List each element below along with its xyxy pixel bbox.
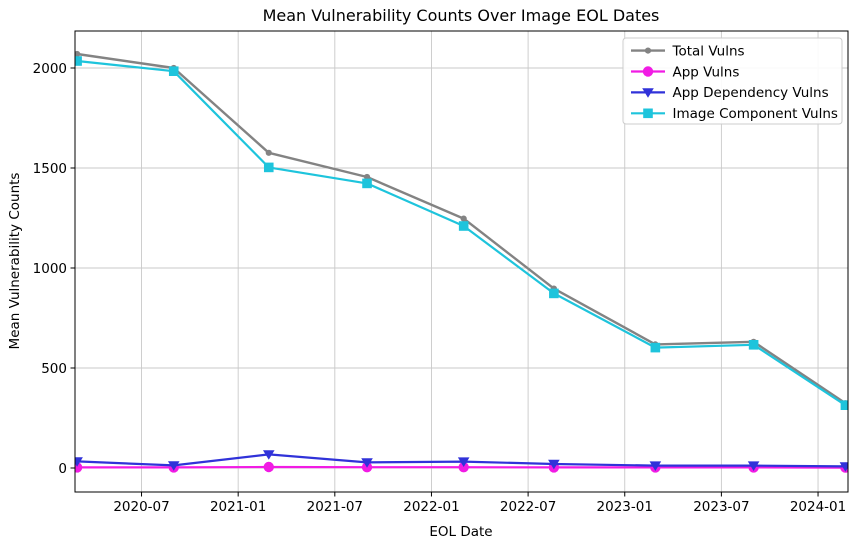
legend-entry: App Dependency Vulns (631, 85, 829, 101)
y-tick-label: 1000 (33, 261, 67, 277)
legend-sample-marker (642, 66, 654, 77)
legend-entry: Image Component Vulns (631, 106, 838, 122)
data-point-marker (839, 462, 848, 472)
legend-sample-marker (643, 108, 653, 119)
x-axis-label: EOL Date (429, 524, 492, 540)
data-point-marker (650, 342, 661, 353)
data-point-marker (263, 461, 274, 473)
plot-border (74, 30, 849, 493)
plot-series (75, 50, 848, 473)
data-point-marker (263, 162, 274, 173)
legend-label: App Dependency Vulns (673, 85, 829, 101)
x-tick-label: 2024-01 (790, 499, 846, 515)
data-point-marker (363, 173, 371, 181)
data-point-marker (549, 288, 559, 299)
x-tick-label: 2021-07 (307, 499, 363, 515)
data-point-marker (460, 215, 467, 222)
data-point-marker (75, 50, 81, 58)
legend-entry: Total Vulns (631, 43, 745, 59)
data-point-marker (262, 450, 275, 460)
data-point-marker (167, 461, 180, 471)
data-point-marker (75, 457, 83, 467)
legend-frame (622, 37, 843, 125)
y-axis-label: Mean Vulnerability Counts (7, 173, 23, 350)
legend-sample-marker (642, 88, 654, 98)
legend-sample-marker (644, 47, 652, 54)
data-point-marker (458, 462, 469, 473)
chart-title: Mean Vulnerability Counts Over Image EOL… (263, 6, 660, 25)
y-tick-label: 0 (58, 461, 67, 477)
data-point-marker (362, 178, 372, 189)
x-tick-label: 2022-01 (403, 499, 459, 515)
data-point-marker (361, 458, 373, 468)
data-point-marker (457, 457, 470, 467)
y-tick-label: 500 (41, 361, 67, 377)
x-tick-label: 2023-01 (597, 499, 653, 515)
y-tick-label: 2000 (33, 61, 67, 77)
data-point-marker (747, 461, 760, 471)
data-point-marker (748, 340, 759, 350)
data-point-marker (168, 66, 179, 76)
data-point-marker (548, 459, 560, 470)
legend-label: App Vulns (673, 64, 740, 80)
data-point-marker (265, 149, 272, 156)
x-tick-label: 2022-07 (500, 499, 556, 515)
data-point-marker (649, 461, 662, 471)
data-point-marker (75, 56, 82, 66)
series-app-dependency-vulns (75, 450, 848, 472)
x-tick-label: 2021-01 (210, 499, 266, 515)
axes-and-ticks: 2020-07 2021-01 2021-07 2022-01 2022-07 2023-… (33, 30, 849, 515)
data-point-marker (458, 221, 469, 231)
data-point-marker (840, 400, 848, 410)
x-tick-label: 2023-07 (693, 499, 749, 515)
legend: Total Vulns App Vulns App Dependency Vulns… (622, 37, 843, 125)
x-tick-label: 2020-07 (113, 499, 169, 515)
series-image-component-vulns (75, 56, 848, 410)
legend-entry: App Vulns (631, 64, 739, 80)
legend-label: Image Component Vulns (673, 106, 838, 122)
y-tick-label: 1500 (33, 161, 67, 177)
legend-label: Total Vulns (672, 43, 745, 59)
